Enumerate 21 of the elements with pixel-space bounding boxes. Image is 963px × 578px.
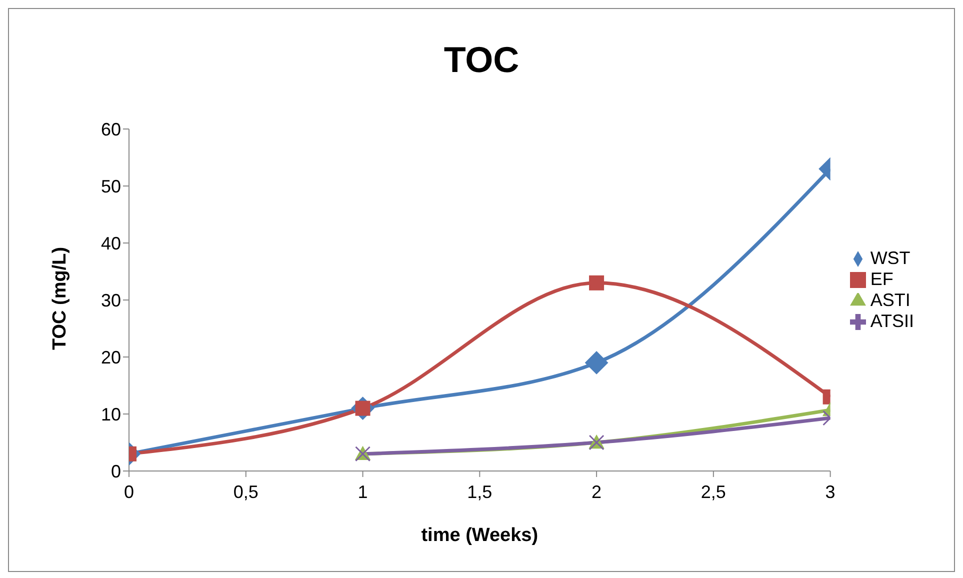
legend-label: ASTI — [870, 290, 910, 310]
x-tick-label: 1,5 — [467, 482, 492, 502]
y-axis-title: TOC (mg/L) — [50, 246, 71, 350]
y-tick-label: 20 — [100, 347, 121, 368]
chart-title: TOC — [442, 39, 520, 81]
x-tick-label: 1 — [358, 482, 368, 502]
y-tick-label: 0 — [110, 461, 121, 482]
y-tick-label: 50 — [100, 176, 121, 196]
y-tick-label: 30 — [100, 290, 121, 310]
legend-label: EF — [870, 269, 894, 289]
legend-label: ATSII — [870, 311, 914, 331]
x-tick-label: 2 — [592, 482, 602, 502]
x-tick-label: 0 — [124, 482, 134, 502]
x-tick-label: 2,5 — [700, 482, 726, 502]
legend-label: WST — [870, 248, 910, 268]
x-tick-label: 0,5 — [233, 482, 258, 502]
y-tick-label: 10 — [100, 404, 121, 424]
x-axis-title: time (Weeks) — [421, 525, 538, 546]
x-tick-label: 3 — [825, 482, 836, 502]
y-tick-label: 60 — [100, 119, 121, 140]
y-tick-label: 40 — [100, 233, 121, 254]
